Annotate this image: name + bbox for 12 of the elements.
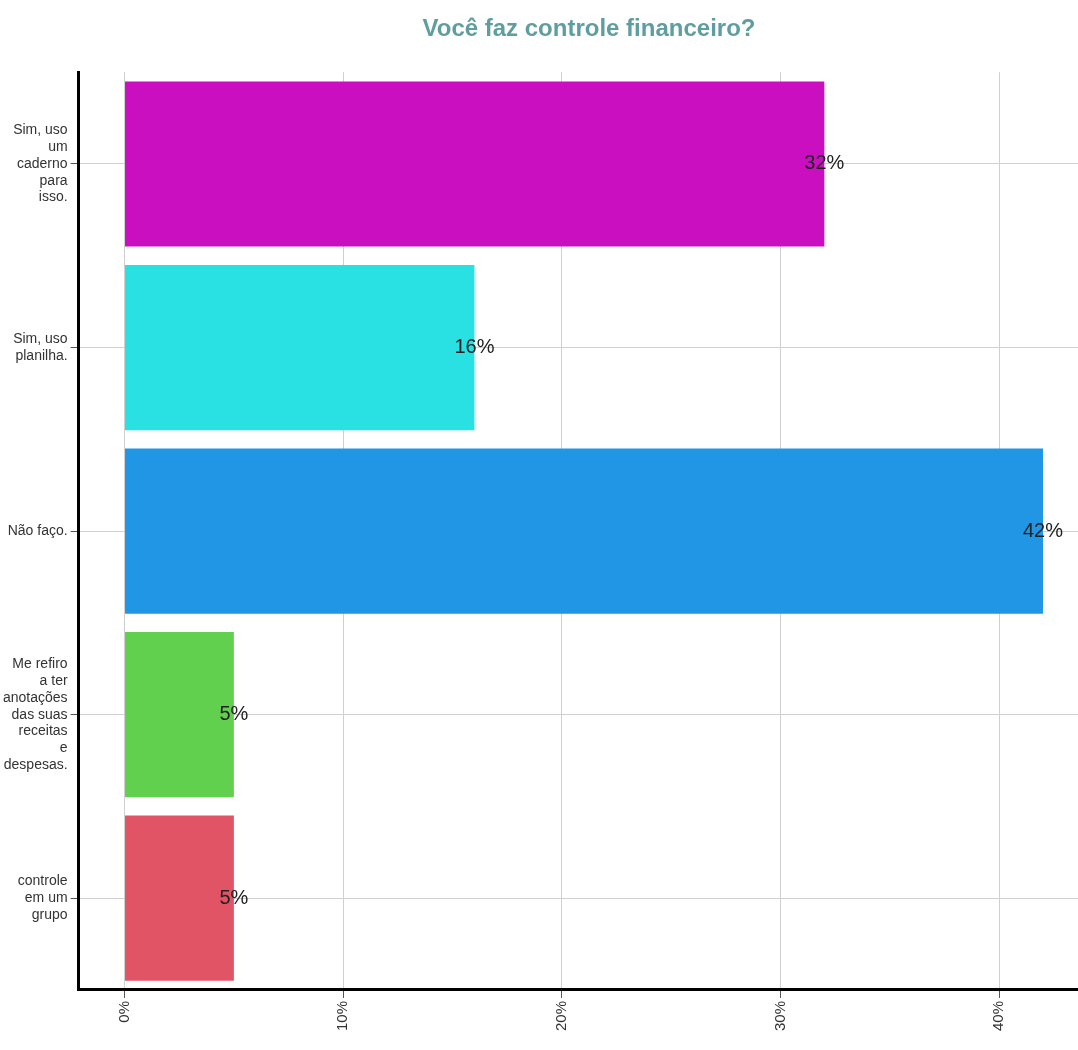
x-tick-label: 40% — [989, 1000, 1007, 1032]
x-tick-label: 20% — [552, 1000, 570, 1032]
y-tick-label: Não faço. — [7, 521, 68, 538]
y-tick-label: Sim, uso um caderno para isso. — [13, 121, 68, 205]
y-tick-label: controle em um grupo — [17, 872, 68, 922]
x-tick-label: 10% — [333, 1000, 351, 1032]
x-tick-label: 0% — [114, 1000, 132, 1023]
data-label: 5% — [219, 885, 249, 908]
y-tick-label: Sim, uso planilha. — [13, 329, 68, 363]
x-tick-label: 30% — [770, 1000, 788, 1032]
chart-title: Você faz controle financeiro? — [421, 14, 757, 43]
y-tick-label: Me refiro a ter anotações das suas receitas e despesas. — [3, 655, 68, 772]
